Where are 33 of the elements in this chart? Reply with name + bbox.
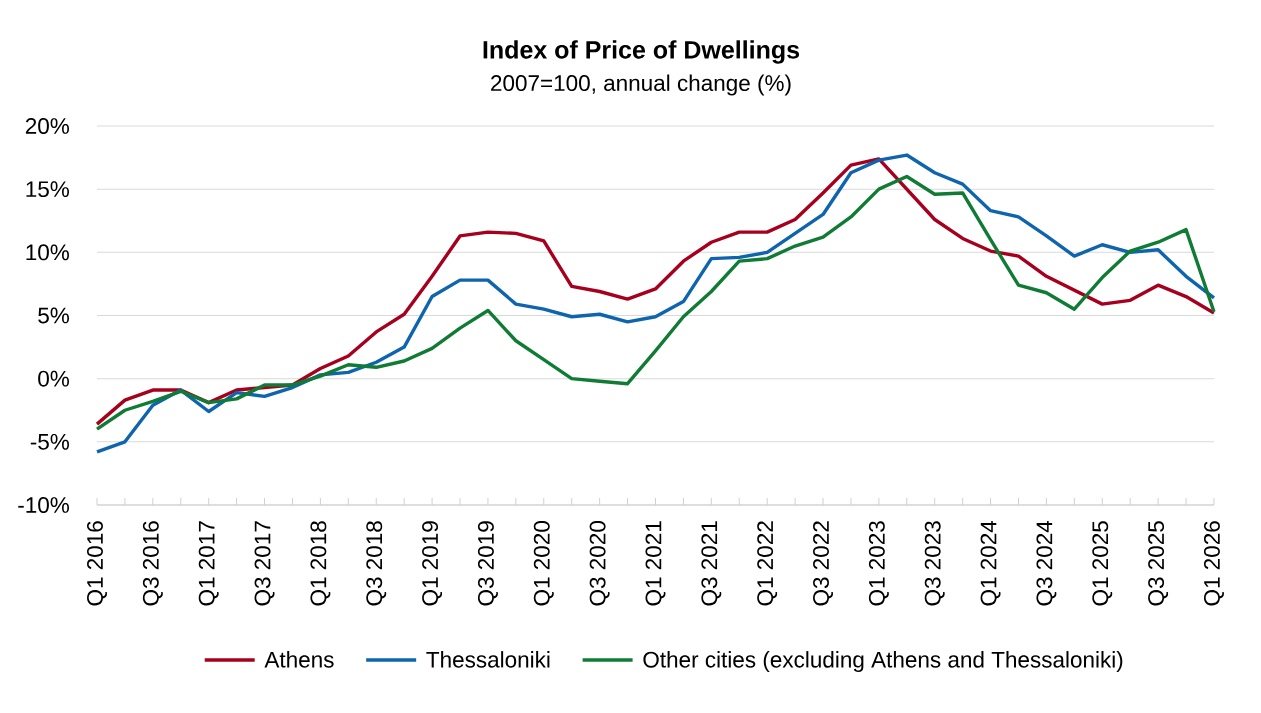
y-tick-label: 15%	[26, 181, 69, 198]
x-tick-label: Q3 2025	[1148, 521, 1169, 606]
y-tick-label: 5%	[38, 307, 70, 324]
legend-label: Athens	[264, 651, 334, 668]
legend-label: Thessaloniki	[426, 651, 550, 668]
x-tick-label: Q3 2019	[477, 521, 498, 606]
x-tick-label: Q3 2024	[1036, 520, 1057, 606]
x-tick-label: Q1 2021	[645, 521, 666, 606]
y-tick-label: -5%	[30, 433, 69, 450]
x-tick-label: Q3 2023	[924, 521, 945, 606]
y-tick-label: 10%	[26, 244, 69, 261]
x-tick-label: Q1 2020	[533, 521, 554, 606]
x-tick-label: Q3 2020	[589, 521, 610, 606]
x-tick-label: Q3 2021	[701, 521, 722, 606]
y-tick-label: 20%	[25, 118, 69, 134]
x-tick-label: Q3 2017	[254, 521, 275, 606]
x-tick-label: Q3 2016	[142, 521, 163, 606]
chart-title: Index of Price of Dwellings	[483, 40, 800, 64]
x-tick-label: Q1 2024	[980, 520, 1001, 606]
x-tick-label: Q1 2018	[310, 521, 331, 606]
x-tick-label: Q1 2026	[1203, 521, 1224, 606]
x-tick-label: Q1 2017	[198, 521, 219, 606]
x-tick-label: Q3 2022	[813, 521, 833, 606]
x-tick-label: Q1 2022	[757, 521, 778, 606]
x-tick-label: Q1 2019	[422, 521, 443, 606]
x-tick-label: Q1 2023	[868, 521, 889, 606]
chart-subtitle: 2007=100, annual change (%)	[491, 74, 791, 96]
x-tick-label: Q1 2016	[87, 521, 107, 606]
y-tick-label: 0%	[38, 370, 70, 387]
x-tick-label: Q1 2025	[1092, 521, 1113, 606]
x-tick-label: Q3 2018	[366, 521, 387, 606]
legend-label: Other cities (excluding Athens and Thessaloniki)	[643, 651, 1123, 673]
y-tick-label: -10%	[18, 497, 69, 513]
